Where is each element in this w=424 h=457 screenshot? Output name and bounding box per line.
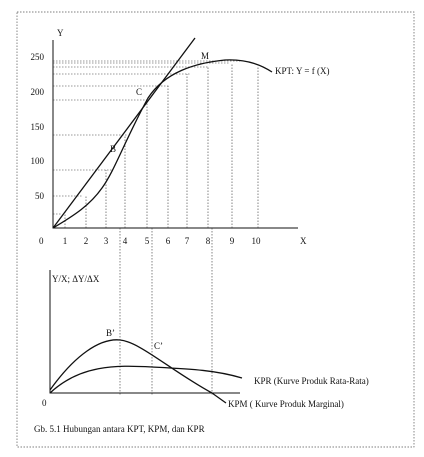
x-tick-label: 2 bbox=[84, 236, 89, 246]
bottom-chart: Y/X; ΔY/ΔX 0 B’ C’ KPR (Kurve Produk Rat… bbox=[42, 270, 369, 409]
x-label: X bbox=[300, 236, 307, 246]
guide-lines bbox=[53, 60, 259, 395]
top-chart: Y X 0 250 200 150 100 50 1 2 3 4 5 6 7 8 9 10 M C B KP… bbox=[31, 28, 329, 395]
x-tick-label: 1 bbox=[63, 236, 68, 246]
x-tick-label: 8 bbox=[206, 236, 211, 246]
y-label: Y/X; ΔY/ΔX bbox=[52, 274, 100, 284]
y-label: Y bbox=[57, 28, 64, 38]
y-tick-label: 250 bbox=[31, 52, 45, 62]
point-label: M bbox=[201, 51, 209, 61]
x-tick-label: 9 bbox=[230, 236, 235, 246]
x-tick-label: 6 bbox=[166, 236, 171, 246]
y-tick-label: 50 bbox=[35, 191, 45, 201]
kpt-curve bbox=[52, 59, 273, 229]
x-tick-label: 4 bbox=[123, 236, 128, 246]
origin: 0 bbox=[42, 398, 47, 408]
point-label: B’ bbox=[106, 328, 115, 338]
ray bbox=[52, 37, 196, 229]
y-tick-label: 150 bbox=[31, 122, 45, 132]
kpm-curve bbox=[49, 339, 227, 404]
frame bbox=[16, 11, 415, 448]
curve-label: KPM ( Kurve Produk Marginal) bbox=[228, 399, 344, 409]
point-label: C’ bbox=[154, 341, 163, 351]
curve-label: KPR (Kurve Produk Rata-Rata) bbox=[254, 376, 369, 386]
origin: 0 bbox=[39, 236, 44, 246]
x-tick-label: 3 bbox=[104, 236, 109, 246]
caption: Gb. 5.1 Hubungan antara KPT, KPM, dan KP… bbox=[34, 424, 205, 434]
y-tick-label: 100 bbox=[31, 156, 45, 166]
curve-label: KPT: Y = f (X) bbox=[275, 66, 329, 76]
x-tick-label: 7 bbox=[185, 236, 190, 246]
kpr-curve bbox=[49, 365, 243, 394]
point-label: C bbox=[136, 87, 142, 97]
point-label: B bbox=[110, 144, 116, 154]
x-tick-label: 5 bbox=[145, 236, 150, 246]
x-tick-label: 10 bbox=[252, 236, 262, 246]
axes bbox=[52, 40, 298, 229]
y-tick-label: 200 bbox=[31, 87, 45, 97]
